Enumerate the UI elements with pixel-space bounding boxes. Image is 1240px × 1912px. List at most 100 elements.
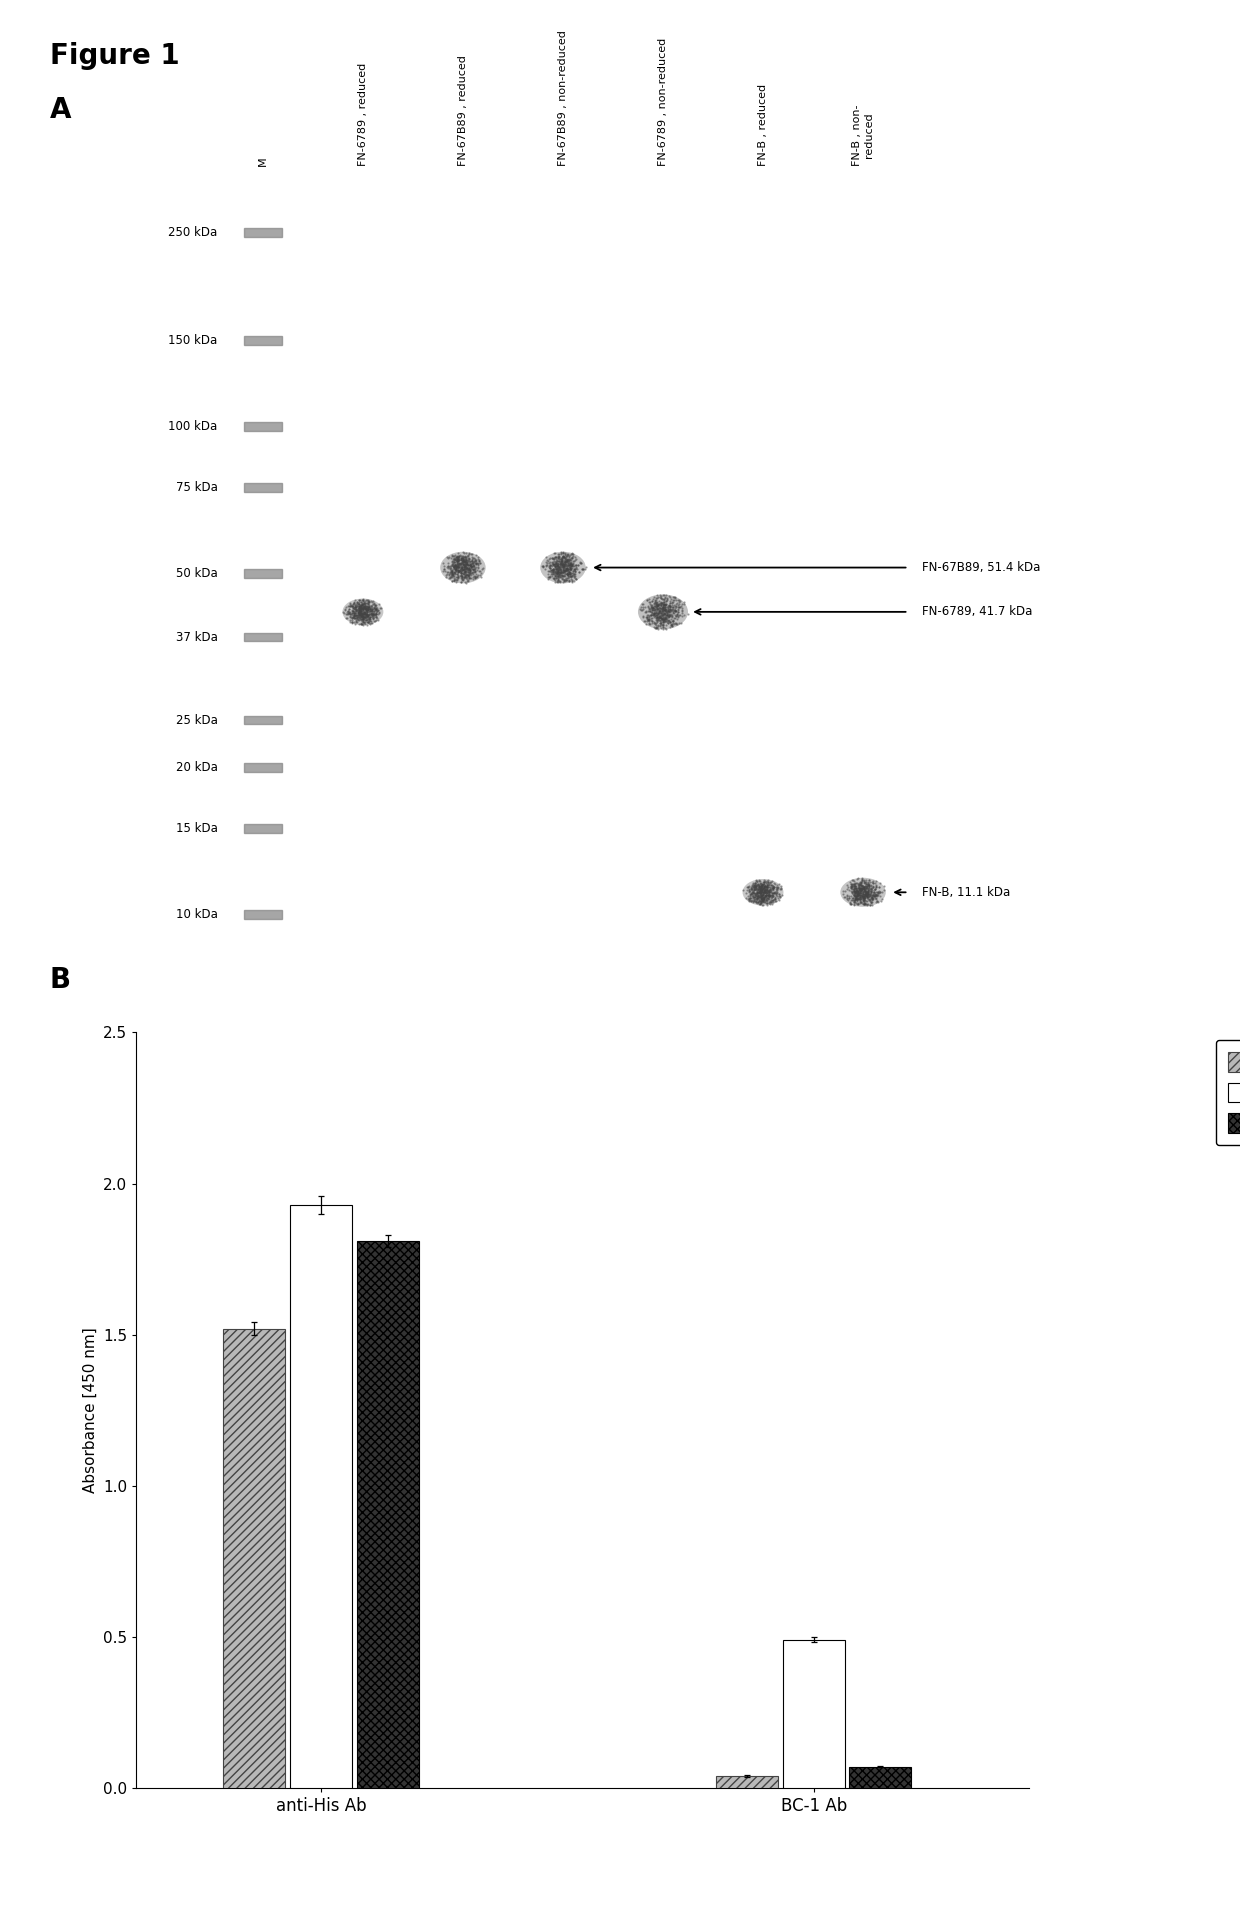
Point: [846, 883, 866, 914]
Text: FN-B , non-
reduced: FN-B , non- reduced: [852, 105, 874, 166]
Point: [851, 876, 870, 906]
Point: [652, 597, 672, 627]
Point: [352, 591, 372, 621]
Point: [553, 566, 573, 597]
Point: [353, 606, 373, 637]
Point: [650, 593, 670, 623]
Point: [844, 872, 864, 902]
Point: [667, 598, 687, 629]
Point: [554, 554, 574, 585]
Point: [755, 881, 775, 912]
Point: [466, 539, 486, 570]
Point: [852, 881, 872, 912]
Point: [558, 549, 578, 579]
Point: [539, 551, 559, 581]
Point: [665, 602, 684, 633]
Point: [765, 876, 785, 906]
Point: [751, 883, 771, 914]
Point: [350, 597, 370, 627]
Point: [857, 883, 877, 914]
Point: [760, 874, 780, 904]
Point: [655, 598, 675, 629]
Point: [556, 554, 575, 585]
Point: [644, 597, 663, 627]
Point: [459, 554, 479, 585]
Point: [565, 564, 585, 595]
Point: [751, 874, 771, 904]
Point: [465, 543, 485, 574]
Point: [552, 556, 572, 587]
Point: [641, 593, 661, 623]
Point: [844, 885, 864, 916]
Point: [448, 556, 467, 587]
Point: [844, 880, 864, 910]
Point: [454, 558, 474, 589]
Point: [857, 878, 877, 908]
Point: [763, 881, 782, 912]
Point: [755, 878, 775, 908]
Point: [358, 585, 378, 616]
Point: [649, 598, 668, 629]
Point: [559, 553, 579, 583]
Point: [351, 604, 371, 635]
Point: [553, 551, 573, 581]
Point: [754, 881, 774, 912]
Point: [653, 606, 673, 637]
Point: [551, 554, 570, 585]
Point: [455, 554, 475, 585]
Point: [340, 597, 360, 627]
Point: [839, 887, 859, 918]
Point: [367, 593, 387, 623]
Point: [646, 591, 666, 621]
Point: [652, 604, 672, 635]
Point: [360, 602, 379, 633]
Point: [751, 878, 771, 908]
Point: [758, 883, 777, 914]
Point: [449, 551, 469, 581]
Point: [450, 560, 470, 591]
Point: [360, 587, 379, 618]
Point: [357, 591, 377, 621]
Point: [848, 870, 868, 901]
Point: [646, 602, 666, 633]
Point: [748, 874, 768, 904]
Point: [740, 883, 760, 914]
Point: [738, 872, 758, 902]
Point: [667, 589, 687, 619]
Point: [546, 549, 565, 579]
Point: [554, 556, 574, 587]
Point: [454, 562, 474, 593]
Point: [366, 595, 386, 625]
Point: [858, 878, 878, 908]
Point: [849, 881, 869, 912]
Point: [655, 595, 675, 625]
Point: [351, 593, 371, 623]
Point: [653, 591, 673, 621]
Point: [754, 881, 774, 912]
Point: [856, 878, 875, 908]
Point: [544, 556, 564, 587]
Point: [661, 604, 681, 635]
Point: [537, 547, 557, 577]
Point: [666, 600, 686, 631]
Point: [454, 558, 474, 589]
Point: [852, 874, 872, 904]
Point: [842, 883, 862, 914]
Point: [854, 885, 874, 916]
Point: [469, 556, 489, 587]
Point: [358, 587, 378, 618]
Point: [450, 543, 470, 574]
Point: [362, 597, 382, 627]
Point: [466, 551, 486, 581]
Point: [671, 591, 691, 621]
Point: [862, 876, 882, 906]
Point: [350, 593, 370, 623]
Point: [546, 537, 565, 568]
Point: [557, 543, 577, 574]
Point: [749, 881, 769, 912]
Point: [652, 598, 672, 629]
Point: [445, 551, 465, 581]
Point: [543, 549, 563, 579]
Point: [859, 878, 879, 908]
Point: [438, 553, 458, 583]
